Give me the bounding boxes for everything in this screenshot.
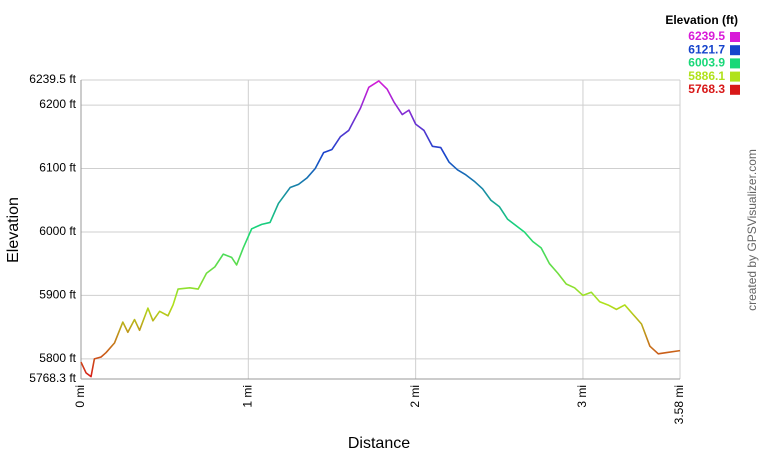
y-tick-label: 5768.3 ft [29,371,76,385]
legend-label: 5768.3 [688,82,725,96]
x-axis-title: Distance [348,435,410,452]
y-tick-label: 5900 ft [39,288,76,302]
x-tick-label: 3.58 mi [672,385,686,424]
legend-swatch [730,71,740,82]
x-tick-label: 1 mi [240,385,254,408]
x-tick-label: 2 mi [408,385,422,408]
y-tick-label: 6000 ft [39,224,76,238]
legend-swatch [730,32,740,42]
elevation-line [80,80,681,378]
y-tick-label: 6200 ft [39,97,76,111]
legend-label: 6003.9 [688,56,725,70]
x-tick-label: 0 mi [73,385,87,408]
y-axis-title: Elevation [5,197,22,263]
legend-swatch [730,58,740,69]
y-tick-label: 6100 ft [39,161,76,175]
legend-label: 6121.7 [688,42,725,56]
legend-label: 5886.1 [688,69,725,83]
legend-label: 6239.5 [688,29,725,43]
y-tick-label: 6239.5 ft [29,72,76,86]
x-tick-label: 3 mi [575,385,589,408]
legend-swatch [730,45,740,56]
legend-title: Elevation (ft) [665,13,738,27]
legend-swatch [730,84,740,95]
credit: created by GPSVisualizer.com [745,149,759,311]
y-tick-label: 5800 ft [39,351,76,365]
